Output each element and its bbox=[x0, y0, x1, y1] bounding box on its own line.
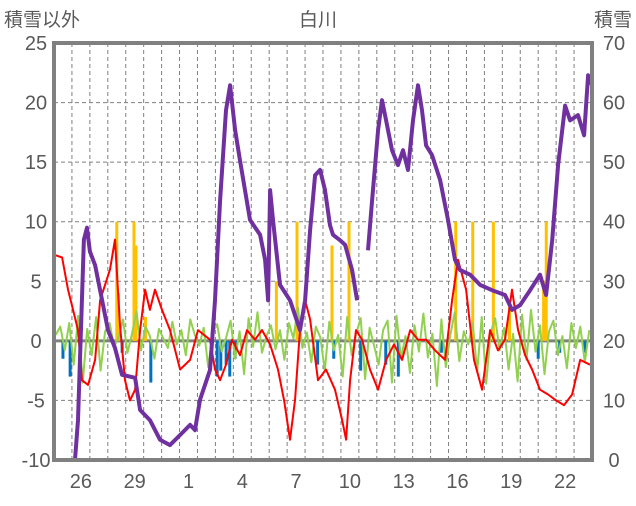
x-tick-label: 26 bbox=[70, 471, 92, 493]
blue_bars-bar bbox=[228, 340, 232, 377]
yellow_bars-bar bbox=[471, 221, 475, 341]
x-tick-label: 10 bbox=[339, 471, 361, 493]
blue_bars-bar bbox=[583, 340, 587, 353]
yellow_bars-bar bbox=[132, 221, 136, 341]
left-y-tick-label: 15 bbox=[25, 152, 47, 174]
blue_bars-bar bbox=[219, 340, 223, 371]
yellow_bars-bar bbox=[347, 221, 351, 341]
x-tick-label: 4 bbox=[237, 471, 248, 493]
yellow_bars-bar bbox=[330, 245, 334, 341]
blue_bars-bar bbox=[439, 340, 443, 353]
right-y-tick-label: 60 bbox=[603, 93, 625, 115]
x-tick-label: 16 bbox=[446, 471, 468, 493]
right-y-tick-label: 10 bbox=[603, 390, 625, 412]
right-y-tick-label: 70 bbox=[603, 33, 625, 55]
blue_bars-bar bbox=[68, 340, 72, 377]
yellow_bars-bar bbox=[134, 245, 138, 341]
left-axis-label: 積雪以外 bbox=[4, 9, 80, 31]
yellow_bars-bar bbox=[542, 281, 546, 341]
plot-border bbox=[52, 41, 594, 462]
blue_bars-bar bbox=[149, 340, 153, 383]
blue_bars-bar bbox=[396, 340, 400, 377]
left-y-tick-label: 10 bbox=[25, 212, 47, 234]
blue_bars-bar bbox=[233, 340, 237, 359]
right-y-tick-label: 0 bbox=[608, 450, 619, 472]
right-y-tick-label: 40 bbox=[603, 212, 625, 234]
left-y-tick-label: -10 bbox=[22, 450, 51, 472]
blue_bars-bar bbox=[316, 340, 320, 365]
left-y-tick-label: 0 bbox=[30, 331, 41, 353]
x-tick-label: 7 bbox=[291, 471, 302, 493]
blue_bars-bar bbox=[384, 340, 388, 365]
yellow_bars-bar bbox=[491, 221, 495, 341]
x-tick-label: 13 bbox=[393, 471, 415, 493]
blue_bars-bar bbox=[215, 340, 219, 377]
yellow_bars-bar bbox=[508, 305, 512, 341]
left-y-tick-label: 20 bbox=[25, 93, 47, 115]
left-y-tick-label: 5 bbox=[30, 271, 41, 293]
plot-frame bbox=[52, 41, 594, 462]
right-y-tick-label: 50 bbox=[603, 152, 625, 174]
snow_depth-line bbox=[366, 73, 594, 312]
right-axis-label: 積雪 bbox=[594, 9, 632, 31]
left-y-tick-label: -5 bbox=[27, 390, 45, 412]
blue_bars-bar bbox=[224, 340, 228, 365]
right-y-tick-label: 30 bbox=[603, 271, 625, 293]
yellow_bars-bar bbox=[274, 281, 278, 341]
line-series bbox=[54, 73, 594, 462]
x-tick-label: 29 bbox=[124, 471, 146, 493]
blue_bars-bar bbox=[61, 340, 65, 359]
snow_depth-line bbox=[54, 83, 360, 462]
right-y-tick-label: 20 bbox=[603, 331, 625, 353]
yellow_bars-bar bbox=[295, 221, 299, 341]
x-tick-label: 19 bbox=[500, 471, 522, 493]
blue_bars-bar bbox=[359, 340, 363, 371]
blue_bars-bar bbox=[536, 340, 540, 359]
x-tick-label: 1 bbox=[183, 471, 194, 493]
left-y-tick-label: 25 bbox=[25, 33, 47, 55]
x-tick-label: 22 bbox=[554, 471, 576, 493]
chart-title: 白川 bbox=[299, 9, 337, 31]
